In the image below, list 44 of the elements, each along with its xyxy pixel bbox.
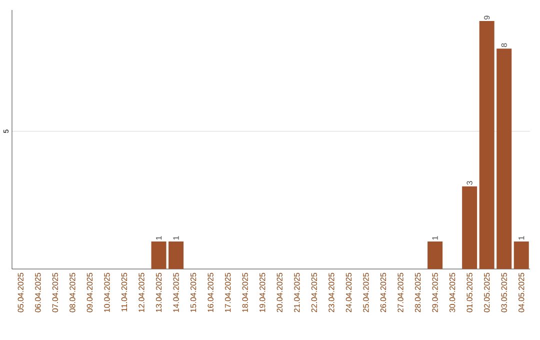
x-tick-label: 26.04.2025 — [380, 272, 386, 312]
x-tick-label: 14.04.2025 — [173, 272, 179, 312]
x-tick-label: 10.04.2025 — [104, 272, 110, 312]
data-label: 3 — [466, 181, 472, 185]
data-label: 1 — [432, 236, 438, 240]
x-tick-label: 09.04.2025 — [86, 272, 93, 312]
x-tick-label: 04.05.2025 — [518, 272, 524, 312]
x-tick-label: 05.04.2025 — [18, 272, 24, 312]
x-tick-label: 18.04.2025 — [242, 272, 248, 312]
x-tick-label: 22.04.2025 — [311, 272, 317, 312]
x-tick-label: 07.04.2025 — [52, 272, 58, 312]
x-tick-label: 30.04.2025 — [449, 272, 456, 312]
x-tick-label: 19.04.2025 — [260, 272, 266, 312]
x-tick-label: 01.05.2025 — [466, 272, 472, 312]
x-tick-label: 15.04.2025 — [190, 272, 196, 312]
bar — [168, 241, 184, 269]
x-tick-label: 29.04.2025 — [432, 272, 438, 312]
bar — [151, 241, 166, 269]
data-label: 1 — [173, 236, 179, 240]
data-label: 8 — [501, 43, 507, 48]
x-tick-label: 03.05.2025 — [501, 272, 507, 312]
data-label: 1 — [156, 236, 162, 240]
x-tick-label: 28.04.2025 — [414, 272, 421, 312]
bar — [496, 48, 512, 269]
x-tick-label: 08.04.2025 — [70, 272, 76, 312]
x-tick-label: 13.04.2025 — [156, 272, 162, 312]
x-tick-label: 27.04.2025 — [398, 272, 404, 312]
bar — [479, 21, 494, 269]
x-tick-label: 12.04.2025 — [138, 272, 144, 312]
data-label: 1 — [518, 236, 524, 240]
x-tick-label: 23.04.2025 — [328, 272, 334, 312]
bar — [462, 186, 478, 269]
bar — [514, 241, 529, 269]
x-tick-label: 21.04.2025 — [294, 272, 300, 312]
x-tick-label: 02.05.2025 — [484, 272, 490, 312]
bar — [428, 241, 443, 269]
x-tick-label: 11.04.2025 — [121, 272, 128, 312]
x-tick-label: 06.04.2025 — [35, 272, 41, 312]
x-tick-label: 20.04.2025 — [276, 272, 282, 312]
x-tick-label: 17.04.2025 — [225, 272, 231, 312]
x-tick-label: 25.04.2025 — [363, 272, 369, 312]
x-tick-label: 24.04.2025 — [346, 272, 352, 312]
x-tick-label: 16.04.2025 — [208, 272, 214, 312]
data-label: 9 — [484, 16, 490, 20]
